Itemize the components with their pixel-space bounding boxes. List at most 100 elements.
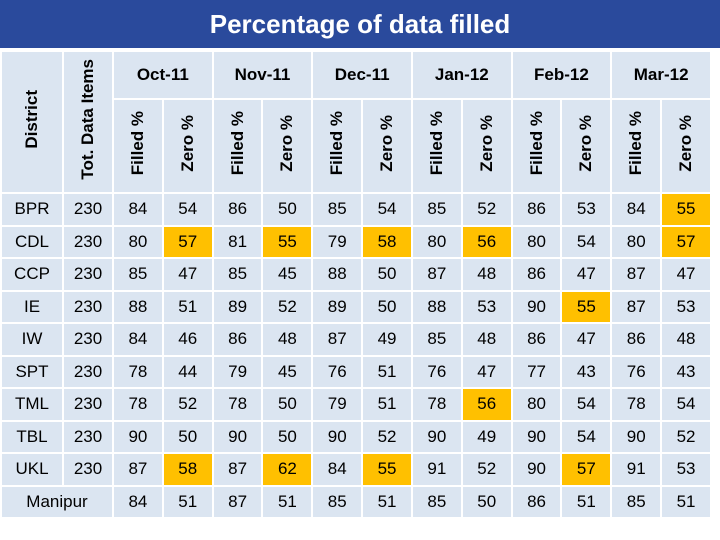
- row: CDL 230 80 57 81 55 79 58 80 56 80 54 80 57: [0, 224, 712, 259]
- value-cell: 86: [610, 322, 663, 357]
- value-cell: 47: [560, 257, 613, 292]
- value-cell: 84: [112, 322, 164, 357]
- value-cell: 79: [311, 224, 364, 259]
- row: UKL 230 87 58 87 62 84 55 91 52 90 57 91 53: [0, 452, 712, 487]
- value-cell: 47: [560, 322, 613, 357]
- value-cell: 47: [161, 257, 214, 292]
- value-cell: 51: [361, 484, 413, 519]
- value-cell: 78: [211, 387, 264, 422]
- value-cell: 85: [610, 484, 663, 519]
- value-cell: 55: [660, 192, 712, 227]
- value-cell: 85: [410, 192, 463, 227]
- subheader-cell: Zero %: [560, 98, 613, 194]
- value-cell: 80: [610, 224, 663, 259]
- value-cell: 90: [112, 419, 164, 454]
- value-cell: 50: [460, 484, 513, 519]
- total-header: Tot. Data Items: [78, 59, 97, 180]
- row: IE 230 88 51 89 52 89 50 88 53 90 55 87 53: [0, 289, 712, 324]
- subheader-cell: Zero %: [361, 98, 413, 194]
- value-cell: 54: [560, 419, 613, 454]
- month-header: Jan-12: [410, 50, 513, 100]
- subheader: Filled %: [227, 111, 247, 176]
- value-cell: 85: [211, 257, 264, 292]
- value-cell: 51: [161, 289, 214, 324]
- value-cell: 51: [560, 484, 613, 519]
- district: BPR: [0, 192, 64, 227]
- value-cell: 46: [161, 322, 214, 357]
- value-cell: 57: [161, 224, 214, 259]
- district: TBL: [0, 419, 64, 454]
- value-cell: 55: [361, 452, 413, 487]
- total: 230: [62, 257, 114, 292]
- month-header: Oct-11: [112, 50, 214, 100]
- value-cell: 52: [460, 452, 513, 487]
- subheader-cell: Zero %: [660, 98, 712, 194]
- value-cell: 90: [510, 419, 563, 454]
- month-header: Mar-12: [610, 50, 712, 100]
- total: 230: [62, 452, 114, 487]
- value-cell: 87: [610, 289, 663, 324]
- value-cell: 90: [311, 419, 364, 454]
- value-cell: 81: [211, 224, 264, 259]
- month-header: Feb-12: [510, 50, 613, 100]
- value-cell: 80: [410, 224, 463, 259]
- value-cell: 43: [560, 354, 613, 389]
- value-cell: 55: [261, 224, 314, 259]
- value-cell: 50: [361, 257, 413, 292]
- value-cell: 80: [112, 224, 164, 259]
- value-cell: 47: [660, 257, 712, 292]
- row: TML 230 78 52 78 50 79 51 78 56 80 54 78 54: [0, 387, 712, 422]
- subheader: Filled %: [127, 111, 147, 176]
- value-cell: 85: [311, 484, 364, 519]
- value-cell: 77: [510, 354, 563, 389]
- value-cell: 50: [361, 289, 413, 324]
- value-cell: 85: [410, 322, 463, 357]
- value-cell: 52: [460, 192, 513, 227]
- value-cell: 86: [510, 257, 563, 292]
- value-cell: 54: [161, 192, 214, 227]
- subheader-cell: Zero %: [261, 98, 314, 194]
- subheader-cell: Filled %: [410, 98, 463, 194]
- subheader: Zero %: [576, 115, 596, 172]
- value-cell: 90: [610, 419, 663, 454]
- value-cell: 49: [361, 322, 413, 357]
- value-cell: 47: [460, 354, 513, 389]
- value-cell: 91: [610, 452, 663, 487]
- total: 230: [62, 322, 114, 357]
- value-cell: 52: [261, 289, 314, 324]
- value-cell: 62: [261, 452, 314, 487]
- value-cell: 89: [211, 289, 264, 324]
- value-cell: 84: [112, 484, 164, 519]
- value-cell: 88: [112, 289, 164, 324]
- row: BPR 230 84 54 86 50 85 54 85 52 86 53 84 55: [0, 192, 712, 227]
- value-cell: 48: [660, 322, 712, 357]
- row: Manipur 84 51 87 51 85 51 85 50 86 51 85 51: [0, 484, 712, 519]
- title: Percentage of data filled: [0, 0, 720, 48]
- total: 230: [62, 354, 114, 389]
- total-header-cell: Tot. Data Items: [62, 50, 114, 194]
- data-table: District Tot. Data Items Oct-11 Nov-11 Dec…: [0, 50, 712, 519]
- value-cell: 86: [510, 192, 563, 227]
- value-cell: 79: [211, 354, 264, 389]
- value-cell: 48: [460, 322, 513, 357]
- value-cell: 86: [211, 192, 264, 227]
- value-cell: 58: [361, 224, 413, 259]
- value-cell: 57: [660, 224, 712, 259]
- subheader-cell: Filled %: [211, 98, 264, 194]
- value-cell: 85: [112, 257, 164, 292]
- value-cell: 90: [211, 419, 264, 454]
- value-cell: 54: [560, 387, 613, 422]
- value-cell: 84: [610, 192, 663, 227]
- subheader: Zero %: [277, 115, 297, 172]
- district: CCP: [0, 257, 64, 292]
- value-cell: 91: [410, 452, 463, 487]
- value-cell: 88: [311, 257, 364, 292]
- subheader: Zero %: [177, 115, 197, 172]
- subheader-cell: Zero %: [460, 98, 513, 194]
- value-cell: 80: [510, 224, 563, 259]
- total: 230: [62, 224, 114, 259]
- value-cell: 87: [410, 257, 463, 292]
- value-cell: 52: [361, 419, 413, 454]
- value-cell: 43: [660, 354, 712, 389]
